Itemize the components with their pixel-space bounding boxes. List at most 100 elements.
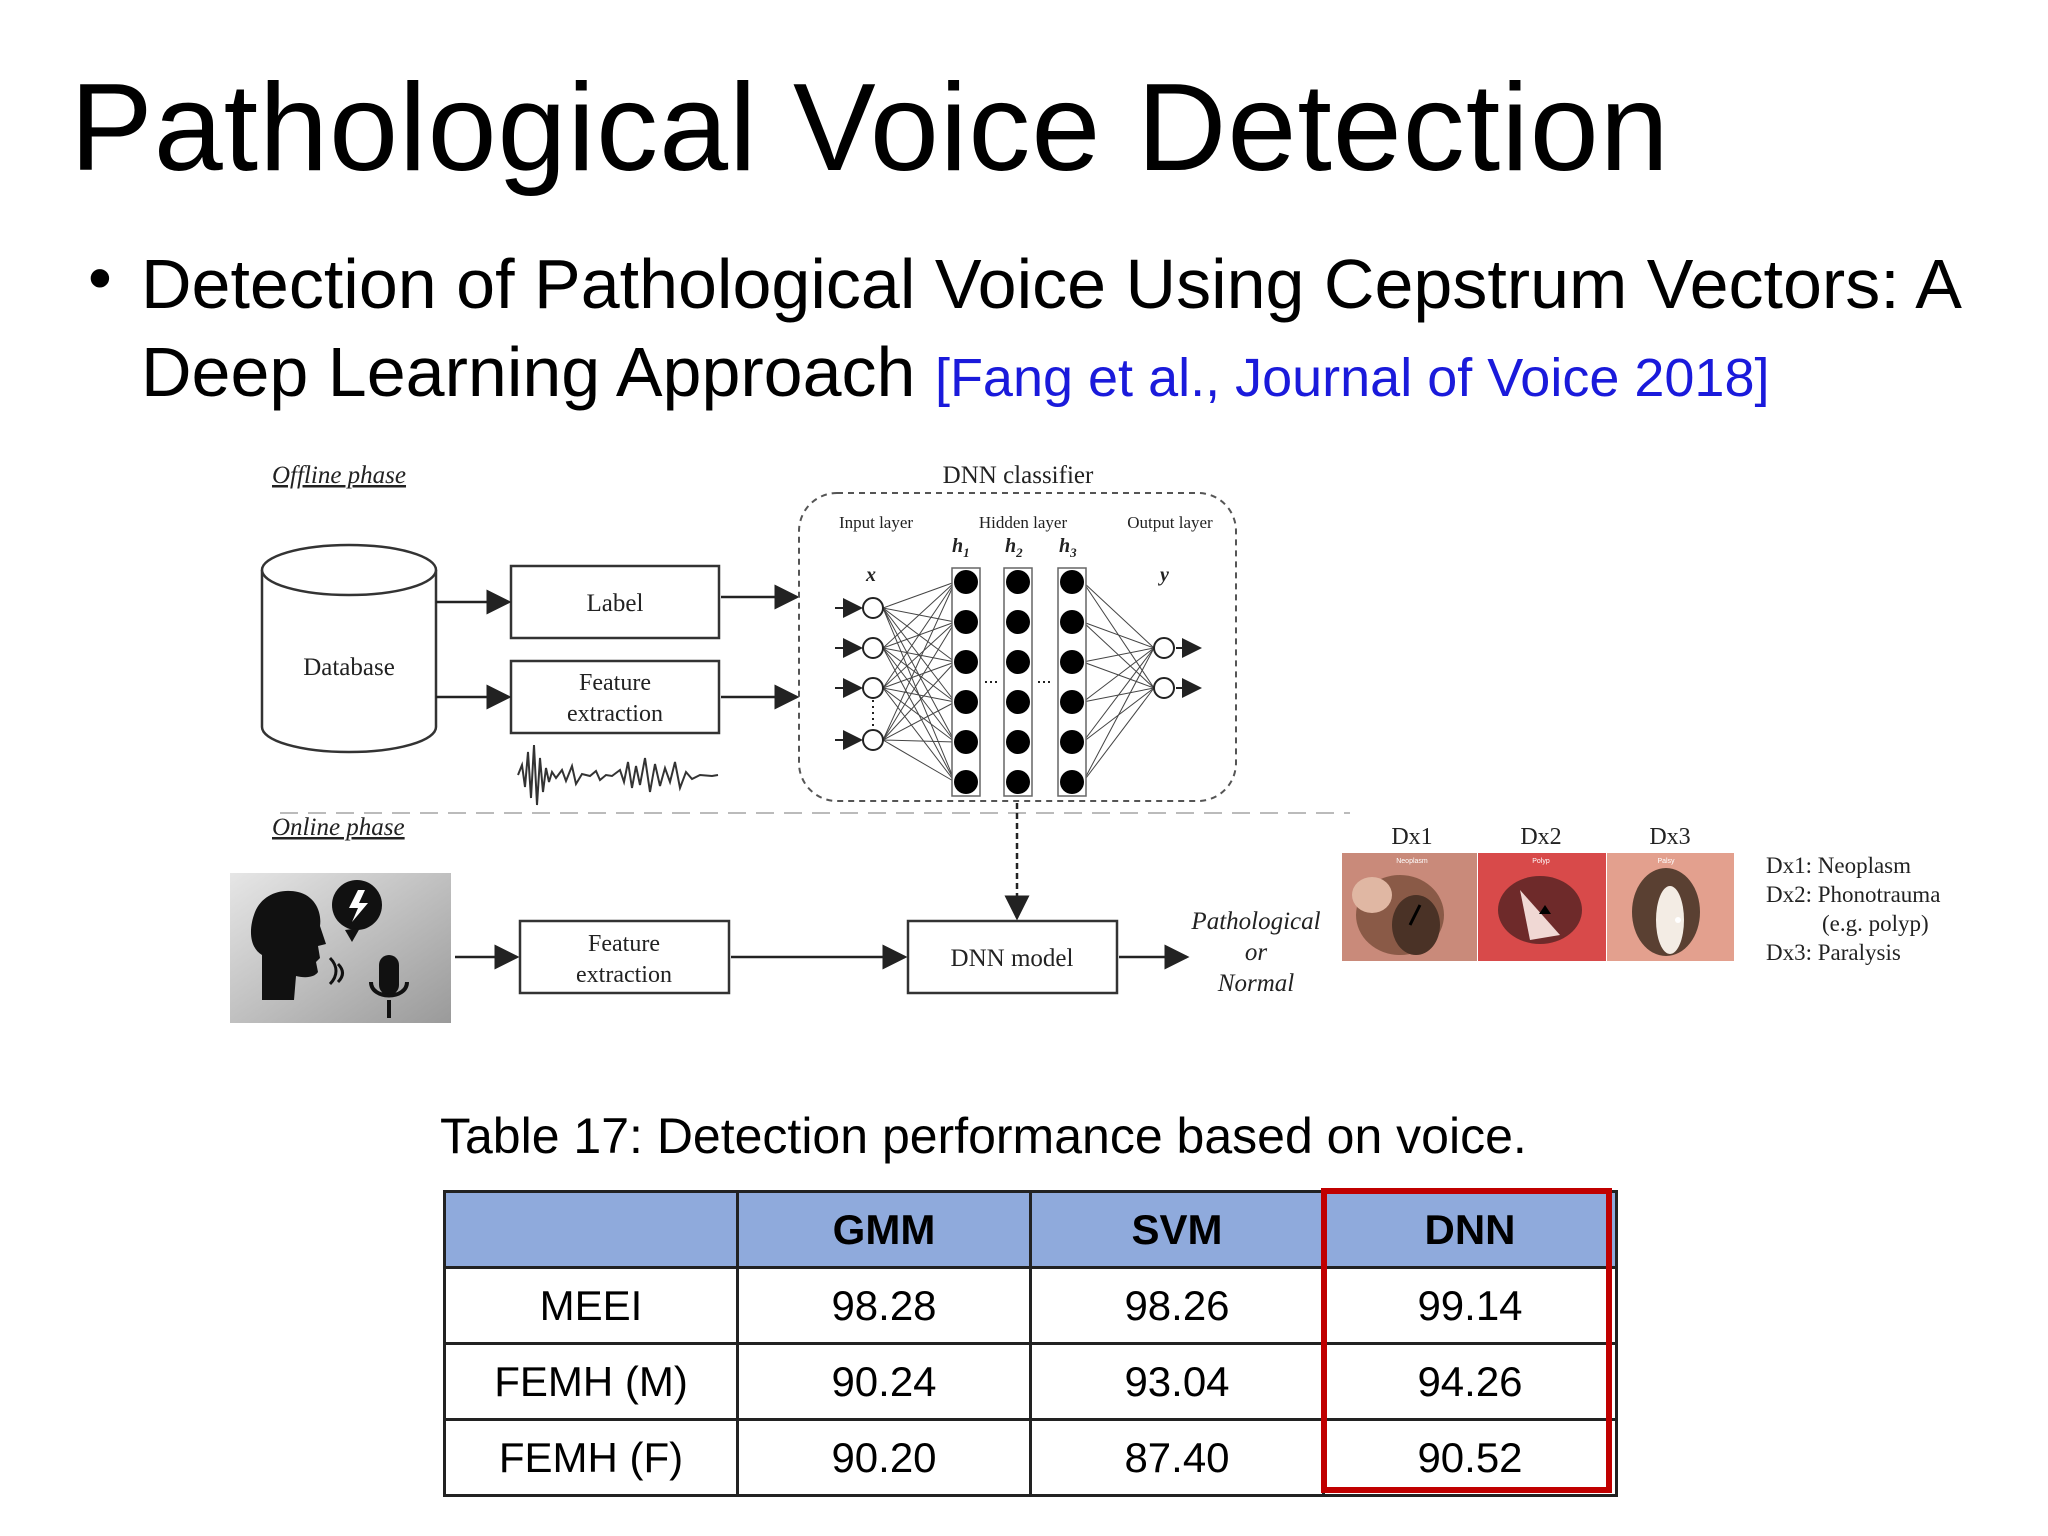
table-caption: Table 17: Detection performance based on… (440, 1108, 1527, 1164)
header-svm: SVM (1029, 1190, 1325, 1269)
dnn-classifier-region (798, 492, 1237, 802)
nn-hidden-node (1006, 730, 1030, 754)
row-label: MEEI (443, 1266, 739, 1345)
table-row: FEMH (F) 90.20 87.40 90.52 (443, 1418, 1618, 1497)
nn-hidden-node (1060, 650, 1084, 674)
nn-input-node (862, 637, 884, 659)
nn-connection (882, 687, 956, 783)
nn-connection (882, 687, 956, 743)
dnn-classifier-label: DNN classifier (943, 462, 1094, 489)
cell-value: 93.04 (1029, 1342, 1325, 1421)
endoscopy-image-dx2 (1478, 853, 1606, 961)
nn-hidden-node (1060, 770, 1084, 794)
table-header-row: GMM SVM DNN (443, 1190, 1618, 1269)
nn-input-node (862, 677, 884, 699)
nn-connection (882, 661, 956, 689)
cell-value: 99.14 (1322, 1266, 1618, 1345)
nn-hidden-node (1060, 730, 1084, 754)
nn-connection (882, 701, 956, 741)
dx2-label: Dx2 (1520, 824, 1561, 850)
feature-extraction-online-line1: Feature (588, 931, 660, 957)
dnn-model-label: DNN model (951, 945, 1074, 972)
nn-connection (882, 621, 956, 689)
nn-hidden-column (1057, 567, 1087, 797)
slide-title: Pathological Voice Detection (70, 59, 1670, 197)
legend-dx2: Dx2: Phonotrauma (1766, 882, 1940, 907)
paper-title: Detection of Pathological Voice Using Ce… (141, 245, 1959, 411)
nn-connection (882, 739, 956, 743)
input-layer-label: Input layer (839, 513, 913, 532)
nn-connection (1082, 621, 1155, 649)
output-layer-label: Output layer (1127, 513, 1213, 532)
nn-hidden-node (954, 610, 978, 634)
label-box (509, 564, 721, 640)
bullet-text: Detection of Pathological Voice Using Ce… (141, 240, 2021, 422)
result-or: or (1245, 939, 1268, 966)
nn-hidden-column (1003, 567, 1033, 797)
speaker-microphone-icon (230, 873, 451, 1023)
input-variable-x: x (865, 564, 876, 586)
nn-hidden-column (951, 567, 981, 797)
nn-connection (882, 739, 956, 783)
nn-connection (882, 581, 956, 689)
legend-dx3: Dx3: Paralysis (1766, 940, 1901, 965)
header-empty (443, 1190, 739, 1269)
table-row: MEEI 98.28 98.26 99.14 (443, 1266, 1618, 1345)
nn-output-node (1153, 677, 1175, 699)
nn-connection (882, 581, 956, 741)
endoscopy-image-dx1 (1342, 853, 1477, 961)
cell-value: 90.52 (1322, 1418, 1618, 1497)
bullet-marker: • (88, 240, 112, 316)
hidden-layer-label: Hidden layer (979, 513, 1068, 532)
citation-link[interactable]: [Fang et al., Journal of Voice 2018] (934, 348, 1770, 408)
waveform-graphic (517, 744, 719, 806)
feature-extraction-online-line2: extraction (576, 962, 672, 988)
legend-dx2-example: (e.g. polyp) (1822, 911, 1929, 936)
dx2-image-tag: Polyp (1532, 858, 1550, 865)
dx1-label: Dx1 (1391, 824, 1432, 850)
nn-connection (1082, 687, 1155, 783)
header-dnn: DNN (1322, 1190, 1618, 1269)
result-pathological: Pathological (1190, 908, 1320, 935)
nn-hidden-node (1006, 610, 1030, 634)
table-row: FEMH (M) 90.24 93.04 94.26 (443, 1342, 1618, 1421)
dx3-image-tag: Palsy (1657, 858, 1675, 865)
dnn-model-box (906, 919, 1119, 995)
cell-value: 98.26 (1029, 1266, 1325, 1345)
label-box-text: Label (587, 590, 644, 617)
nn-input-node (862, 597, 884, 619)
cell-value: 90.20 (736, 1418, 1032, 1497)
nn-connection (882, 581, 956, 649)
hidden-h3-label: h3 (1059, 535, 1077, 560)
nn-connection (1082, 647, 1155, 663)
nn-hidden-node (1060, 690, 1084, 714)
cell-value: 87.40 (1029, 1418, 1325, 1497)
endoscopy-image-dx3 (1607, 853, 1734, 961)
nn-output-node (1153, 637, 1175, 659)
cell-value: 98.28 (736, 1266, 1032, 1345)
row-label: FEMH (M) (443, 1342, 739, 1421)
nn-connection (882, 621, 956, 741)
nn-connection (1082, 647, 1155, 783)
nn-hidden-node (1006, 650, 1030, 674)
header-gmm: GMM (736, 1190, 1032, 1269)
database-cylinder (260, 543, 438, 754)
database-label: Database (303, 654, 395, 681)
online-phase-label: Online phase (272, 814, 405, 841)
hidden-h1-label: h1 (952, 535, 970, 560)
nn-connection (1082, 647, 1155, 743)
dx1-image-tag: Neoplasm (1396, 858, 1428, 865)
feature-extraction-offline-line1: Feature (579, 670, 651, 696)
nn-connection (882, 687, 956, 703)
output-variable-y: y (1158, 564, 1169, 586)
nn-input-node (862, 729, 884, 751)
nn-connection (1082, 581, 1155, 649)
result-normal: Normal (1217, 970, 1294, 997)
nn-connection (1082, 647, 1155, 703)
nn-hidden-node (954, 650, 978, 674)
neural-network-graphic (835, 567, 1202, 797)
nn-hidden-node (1060, 570, 1084, 594)
nn-hidden-node (954, 570, 978, 594)
feature-extraction-online-box (518, 919, 731, 995)
